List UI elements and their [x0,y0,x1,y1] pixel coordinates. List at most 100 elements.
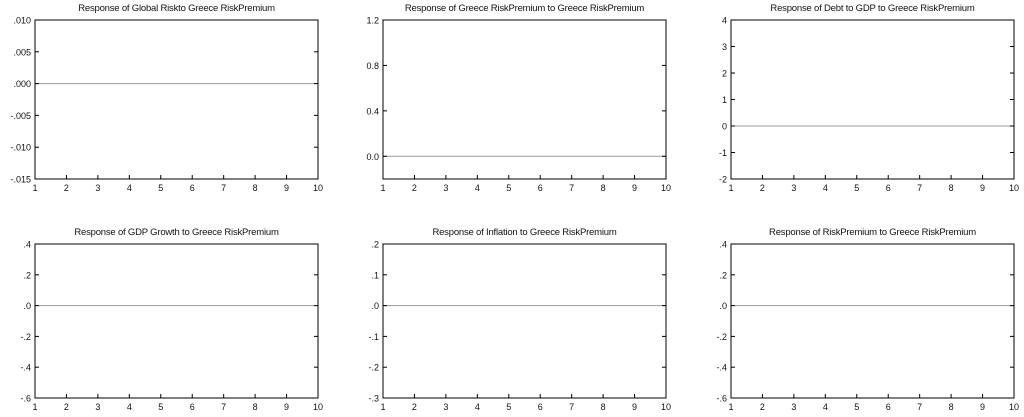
x-tick-label: 9 [980,183,985,193]
panel-5: Response of Inflation to Greece RiskPrem… [368,227,671,412]
panel-title: Response of Inflation to Greece RiskPrem… [432,227,616,238]
y-tick-label: 3 [722,42,727,52]
y-tick-label: -.4 [20,363,31,373]
x-tick-label: 9 [284,183,289,193]
x-tick-label: 1 [728,402,733,412]
y-tick-label: -.6 [716,394,727,404]
y-tick-label: -2 [719,175,727,185]
x-tick-label: 4 [475,183,480,193]
y-tick-label: 0 [722,122,727,132]
y-tick-label: 2 [722,69,727,79]
y-tick-label: .005 [13,47,31,57]
x-tick-label: 7 [917,402,922,412]
x-tick-label: 6 [190,183,195,193]
panel-title: Response of RiskPremium to Greece RiskPr… [769,227,976,238]
y-tick-label: .4 [719,240,727,250]
x-tick-label: 8 [253,183,258,193]
y-tick-label: -.2 [368,363,379,373]
x-tick-label: 8 [601,402,606,412]
x-tick-label: 5 [854,183,859,193]
x-tick-label: 4 [127,183,132,193]
x-tick-label: 8 [601,183,606,193]
y-tick-label: .4 [23,240,31,250]
y-tick-label: .2 [719,270,727,280]
panel-1: Response of Global Riskto Greece RiskPre… [10,3,323,193]
panel-3: Response of Debt to GDP to Greece RiskPr… [719,3,1019,193]
plot-frame [730,243,1015,399]
panel-2: Response of Greece RiskPremium to Greece… [366,3,671,193]
x-tick-label: 5 [854,402,859,412]
y-tick-label: 0.0 [366,152,379,162]
plot-frame [730,19,1015,180]
x-tick-label: 5 [506,402,511,412]
x-tick-label: 3 [443,402,448,412]
y-tick-label: -.015 [10,175,31,185]
x-tick-label: 6 [886,402,891,412]
x-tick-label: 4 [127,402,132,412]
y-tick-label: .0 [371,301,379,311]
x-tick-label: 3 [95,183,100,193]
plot-frame [34,243,319,399]
panel-title: Response of GDP Growth to Greece RiskPre… [74,227,279,238]
x-tick-label: 9 [980,402,985,412]
x-tick-label: 2 [64,402,69,412]
y-tick-label: -.2 [716,332,727,342]
x-tick-label: 7 [569,183,574,193]
x-tick-label: 4 [823,183,828,193]
x-tick-label: 8 [949,402,954,412]
x-tick-label: 4 [475,402,480,412]
panel-title: Response of Global Riskto Greece RiskPre… [78,3,275,14]
panel-title: Response of Debt to GDP to Greece RiskPr… [770,3,974,14]
x-tick-label: 10 [1009,183,1019,193]
x-tick-label: 3 [791,183,796,193]
x-tick-label: 7 [917,183,922,193]
x-tick-label: 10 [661,402,671,412]
y-tick-label: .1 [371,270,379,280]
x-tick-label: 2 [64,183,69,193]
x-tick-label: 9 [632,183,637,193]
x-tick-label: 2 [760,402,765,412]
plot-frame [382,243,667,399]
x-tick-label: 9 [632,402,637,412]
x-tick-label: 4 [823,402,828,412]
y-tick-label: -.1 [368,332,379,342]
y-tick-label: .010 [13,16,31,26]
x-tick-label: 10 [313,183,323,193]
y-tick-label: -.2 [20,332,31,342]
panel-6: Response of RiskPremium to Greece RiskPr… [716,227,1019,412]
x-tick-label: 10 [1009,402,1019,412]
x-tick-label: 1 [32,402,37,412]
x-tick-label: 10 [661,183,671,193]
x-tick-label: 5 [506,183,511,193]
x-tick-label: 7 [221,402,226,412]
x-tick-label: 6 [538,183,543,193]
y-tick-label: -1 [719,148,727,158]
y-tick-label: -.010 [10,143,31,153]
y-tick-label: .2 [23,270,31,280]
y-tick-label: .0 [719,301,727,311]
x-tick-label: 6 [538,402,543,412]
x-tick-label: 6 [886,183,891,193]
y-tick-label: .000 [13,79,31,89]
x-tick-label: 3 [791,402,796,412]
x-tick-label: 2 [760,183,765,193]
y-tick-label: .0 [23,301,31,311]
panel-4: Response of GDP Growth to Greece RiskPre… [20,227,323,412]
y-tick-label: 1 [722,95,727,105]
panel-title: Response of Greece RiskPremium to Greece… [405,3,645,14]
x-tick-label: 3 [95,402,100,412]
x-tick-label: 10 [313,402,323,412]
y-tick-label: -.3 [368,394,379,404]
x-tick-label: 1 [728,183,733,193]
x-tick-label: 1 [380,402,385,412]
x-tick-label: 1 [32,183,37,193]
y-tick-label: -.6 [20,394,31,404]
y-tick-label: -.005 [10,111,31,121]
x-tick-label: 1 [380,183,385,193]
plot-frame [34,19,319,180]
x-tick-label: 5 [158,402,163,412]
x-tick-label: 6 [190,402,195,412]
plot-frame [382,19,667,180]
y-tick-label: 4 [722,16,727,26]
